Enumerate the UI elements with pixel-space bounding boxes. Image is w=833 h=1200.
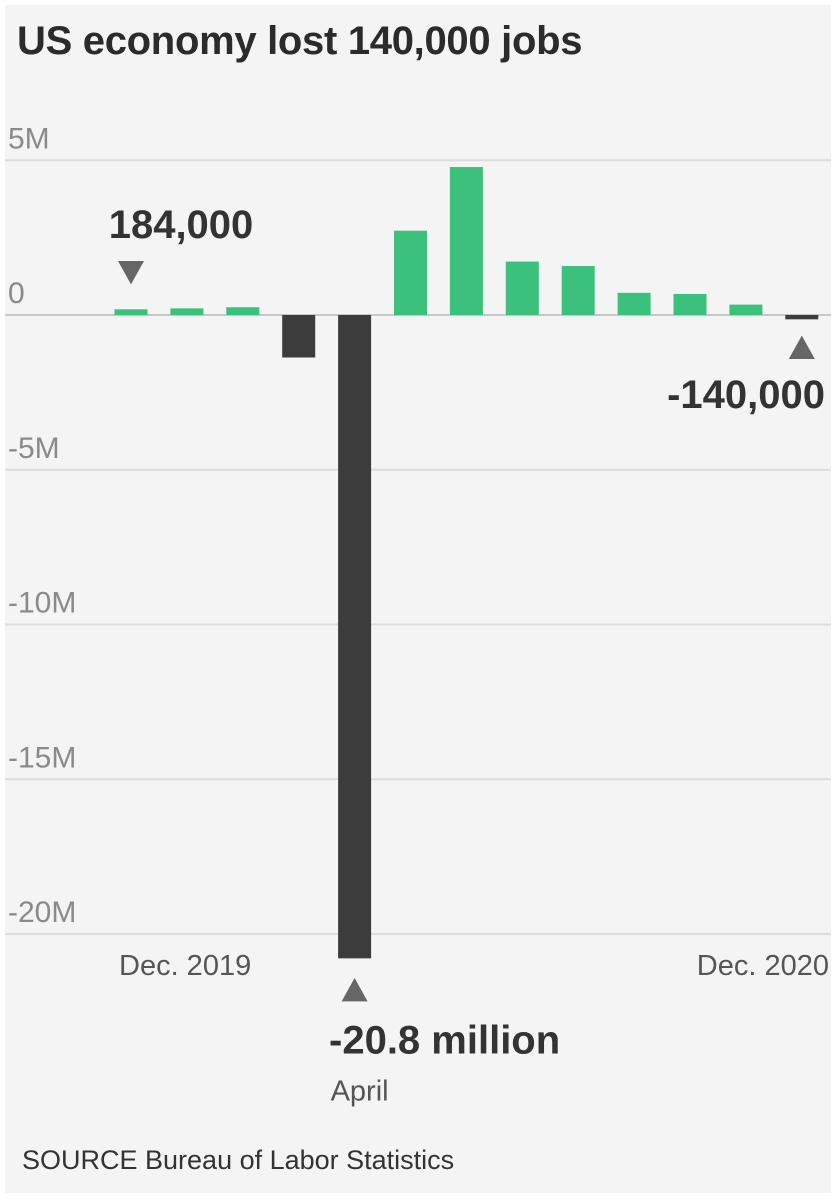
chart-title: US economy lost 140,000 jobs <box>17 19 583 63</box>
y-tick-label: -10M <box>8 587 76 620</box>
bar-mar-2020 <box>282 315 316 358</box>
bar-aug-2020 <box>561 266 595 315</box>
bars <box>114 167 819 959</box>
chart-panel: US economy lost 140,000 jobs 5M 0 -5M -10M -… <box>5 5 831 1193</box>
annotation-label: -140,000 <box>667 373 825 417</box>
bar-jul-2020 <box>505 261 539 315</box>
bar-jun-2020 <box>449 167 483 315</box>
annotation-sublabel: April <box>331 1075 389 1107</box>
annotation-label: -20.8 million <box>329 1018 560 1062</box>
x-category-label: Dec. 2020 <box>697 950 829 982</box>
annotations: 184,000 -20.8 million April -140,000 <box>109 203 825 1107</box>
down-triangle-marker <box>118 261 144 285</box>
annotation-label: 184,000 <box>109 203 254 247</box>
bar-april <box>338 315 372 959</box>
y-tick-label: -15M <box>8 741 76 774</box>
up-triangle-marker <box>341 977 368 1002</box>
y-tick-label: -20M <box>8 896 76 929</box>
bar-may-2020 <box>394 230 427 315</box>
bar-oct-2020 <box>673 293 707 315</box>
x-axis-labels: Dec. 2019 Dec. 2020 <box>119 950 829 982</box>
bar-jan-2020 <box>170 308 204 315</box>
x-category-label: Dec. 2019 <box>119 950 251 982</box>
bar-sep-2020 <box>617 292 651 315</box>
bar-feb-2020 <box>226 307 260 315</box>
y-axis-ticks: 5M 0 -5M -10M -15M -20M <box>8 122 76 929</box>
y-tick-label: -5M <box>8 432 60 465</box>
source-note: SOURCE Bureau of Labor Statistics <box>22 1145 455 1175</box>
bar-dec-2019 <box>114 309 148 315</box>
y-tick-label: 5M <box>8 122 50 155</box>
bar-nov-2020 <box>729 304 763 315</box>
bar-chart: 5M 0 -5M -10M -15M -20M Dec. 2019 Dec. 2020 18… <box>5 122 831 1107</box>
y-tick-label: 0 <box>8 277 25 310</box>
up-triangle-marker <box>788 335 815 359</box>
bar-dec-2020 <box>785 315 819 320</box>
